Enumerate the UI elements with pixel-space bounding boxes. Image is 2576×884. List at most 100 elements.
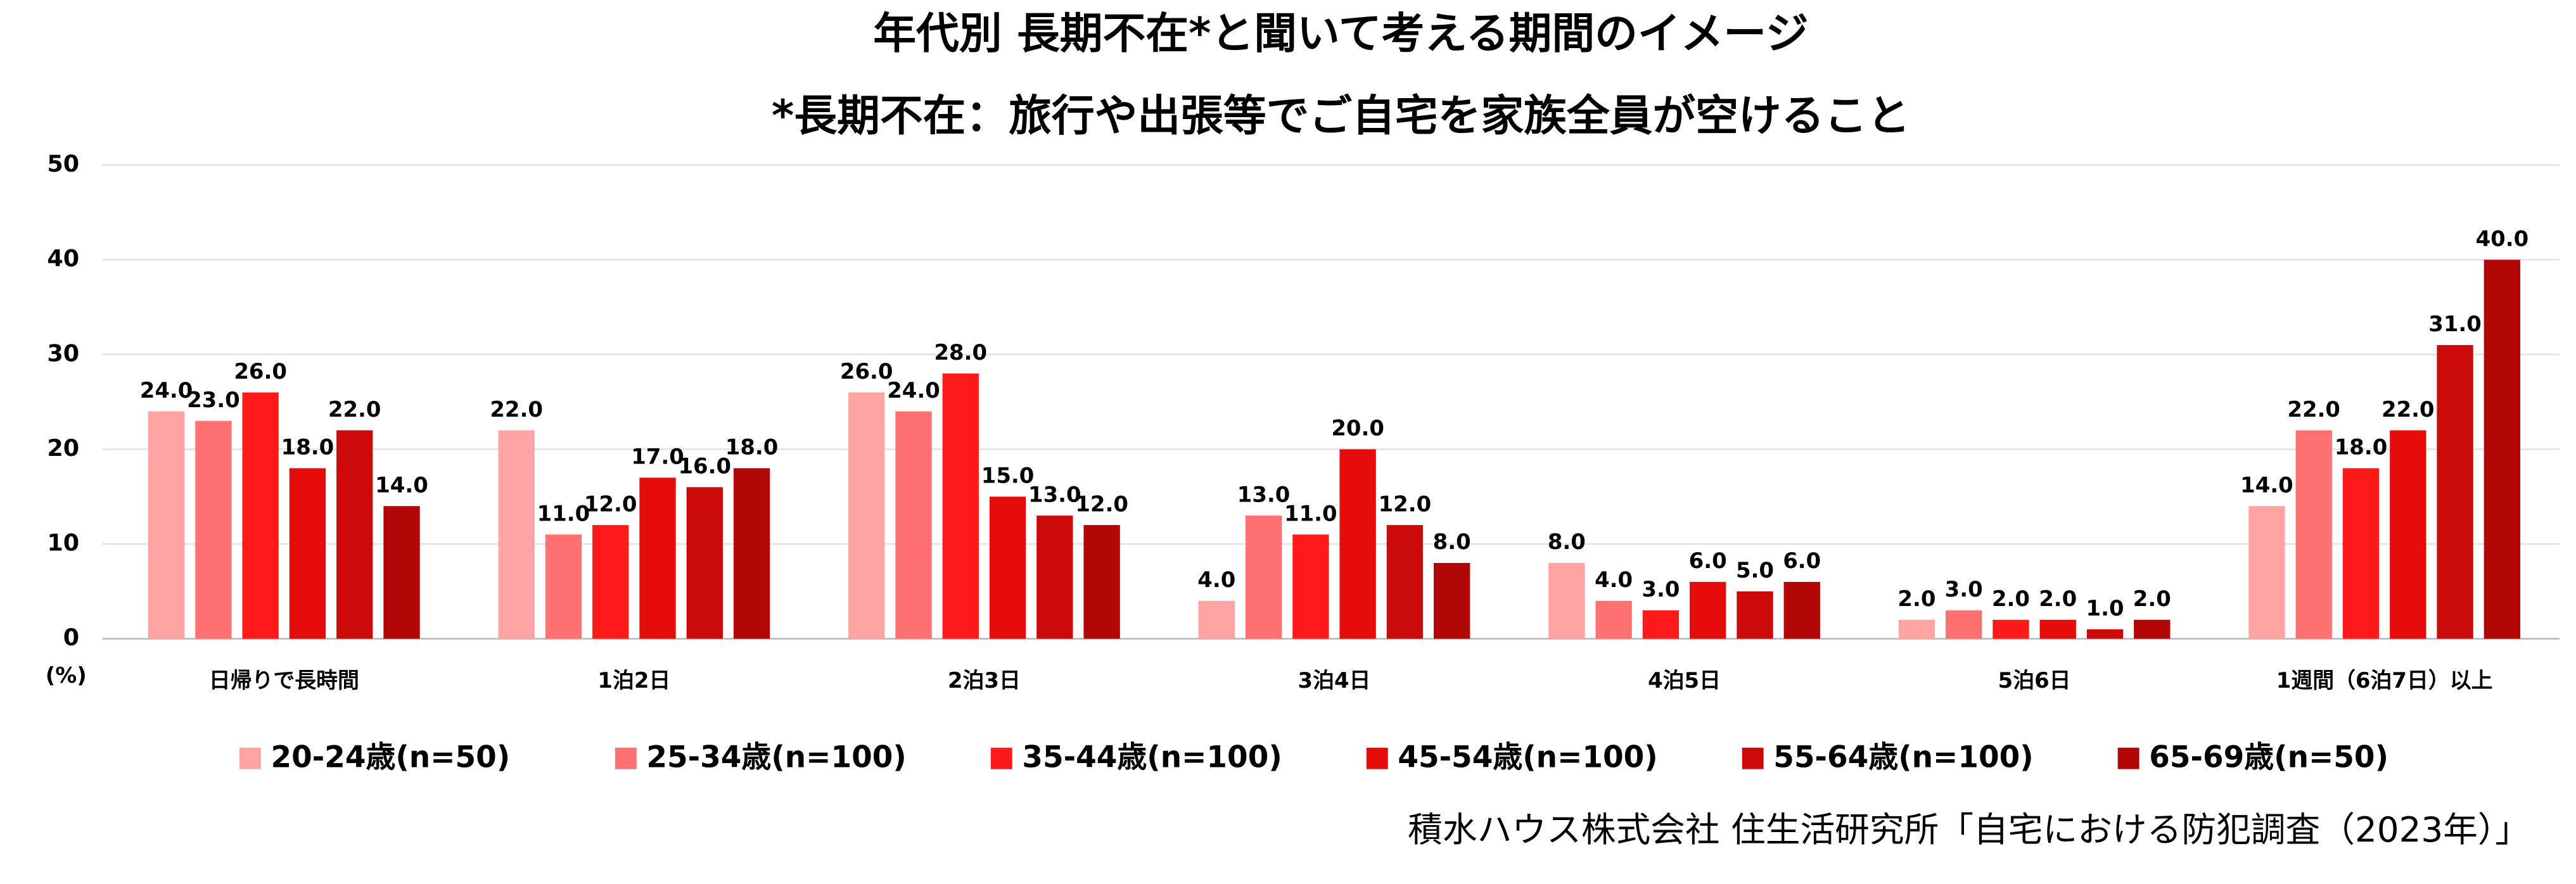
data-label: 1.0 (2086, 596, 2124, 621)
bar (592, 525, 629, 639)
bar (498, 430, 535, 639)
data-label: 13.0 (1237, 482, 1291, 507)
data-label: 15.0 (981, 463, 1035, 488)
y-tick-label: 20 (47, 434, 79, 462)
data-label: 2.0 (1992, 586, 2030, 611)
data-label: 20.0 (1331, 416, 1384, 441)
y-tick-label: 10 (47, 529, 79, 557)
chart-subtitle: *長期不在：旅行や出張等でご自宅を家族全員が空けること (772, 91, 1910, 141)
data-label: 26.0 (840, 359, 893, 384)
data-label: 22.0 (2382, 397, 2435, 422)
data-label: 22.0 (490, 397, 543, 422)
bar (545, 534, 582, 639)
bar (1339, 449, 1376, 639)
bar (1898, 619, 1935, 639)
data-label: 5.0 (1736, 558, 1774, 583)
x-tick-label: 1週間（6泊7日）以上 (2276, 668, 2493, 693)
bar (1642, 610, 1680, 639)
bar (989, 496, 1026, 639)
bar (1993, 619, 2029, 639)
y-axis-label: (%) (46, 663, 87, 688)
bar (848, 392, 885, 639)
data-label: 2.0 (2133, 586, 2171, 611)
data-label: 11.0 (1284, 501, 1337, 526)
legend-label: 65-69歳(n=50) (2149, 740, 2388, 774)
bar (2134, 619, 2171, 639)
bar (733, 468, 770, 639)
x-tick-label: 日帰りで長時間 (209, 668, 359, 693)
data-label: 3.0 (1945, 577, 1983, 602)
data-label: 13.0 (1028, 482, 1081, 507)
legend-swatch (615, 747, 637, 769)
bar (686, 487, 723, 639)
x-tick-label: 3泊4日 (1298, 668, 1371, 693)
data-label: 24.0 (140, 378, 193, 403)
data-label: 6.0 (1689, 548, 1727, 573)
data-label: 2.0 (2039, 586, 2077, 611)
bar (383, 506, 420, 639)
y-tick-label: 30 (47, 339, 79, 367)
data-label: 3.0 (1642, 577, 1680, 602)
data-label: 4.0 (1197, 567, 1235, 592)
bar (1386, 525, 1424, 639)
bar (148, 411, 185, 639)
bar (2039, 619, 2076, 639)
bar (1292, 534, 1329, 639)
data-label: 12.0 (584, 491, 637, 516)
data-label: 11.0 (537, 501, 590, 526)
bar (1783, 581, 1820, 639)
bar (2295, 430, 2332, 639)
data-label: 23.0 (187, 388, 240, 412)
source: 積水ハウス株式会社 住生活研究所「自宅における防犯調査（2023年）」 (1408, 809, 2530, 850)
bar (1946, 610, 1982, 639)
chart-title: 年代別 長期不在*と聞いて考える期間のイメージ (873, 8, 1808, 58)
bar (2390, 430, 2426, 639)
data-label: 14.0 (2240, 472, 2293, 497)
legend-label: 25-34歳(n=100) (646, 740, 906, 774)
bar (2484, 260, 2521, 639)
bar (242, 392, 279, 639)
x-tick-label: 5泊6日 (1998, 668, 2071, 693)
data-label: 18.0 (725, 435, 779, 460)
y-tick-label: 50 (47, 150, 79, 177)
bar (336, 430, 373, 639)
bar (1690, 581, 1726, 639)
data-label: 28.0 (934, 340, 987, 365)
bar (942, 373, 979, 639)
bar (1737, 591, 1773, 639)
bar (1548, 562, 1585, 639)
data-label: 17.0 (631, 445, 684, 469)
data-label: 12.0 (1075, 491, 1128, 516)
data-label: 22.0 (2287, 397, 2340, 422)
x-tick-label: 2泊3日 (948, 668, 1021, 693)
bar (2086, 629, 2124, 639)
bar (289, 468, 326, 639)
data-label: 18.0 (2335, 435, 2388, 460)
bar (2342, 468, 2380, 639)
data-label: 8.0 (1433, 529, 1471, 554)
bar (2437, 344, 2473, 639)
legend-label: 35-44歳(n=100) (1022, 740, 1282, 774)
data-label: 4.0 (1595, 567, 1633, 592)
legend-label: 55-64歳(n=100) (1773, 740, 2033, 774)
x-tick-label: 4泊5日 (1648, 668, 1721, 693)
bar (1083, 525, 1120, 639)
y-tick-label: 40 (47, 245, 79, 272)
bar (1595, 600, 1632, 639)
legend-swatch (239, 747, 261, 769)
data-label: 16.0 (678, 454, 731, 479)
legend-swatch (1366, 747, 1388, 769)
legend-swatch (990, 747, 1012, 769)
data-label: 8.0 (1548, 529, 1586, 554)
legend-swatch (1742, 747, 1764, 769)
data-label: 2.0 (1897, 586, 1935, 611)
bar (1036, 515, 1073, 639)
data-label: 40.0 (2476, 226, 2529, 251)
bar (895, 411, 932, 639)
bar (195, 420, 232, 639)
y-tick-label: 0 (63, 624, 79, 651)
x-tick-label: 1泊2日 (597, 668, 670, 693)
data-label: 22.0 (328, 397, 381, 422)
